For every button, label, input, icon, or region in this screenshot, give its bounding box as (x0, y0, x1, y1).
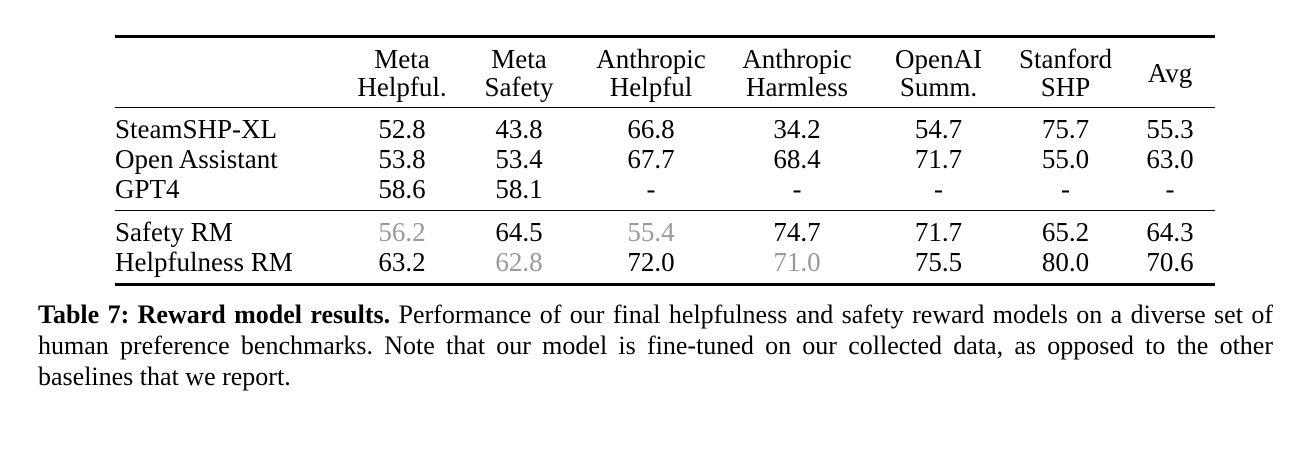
column-header: Anthropic Harmless (723, 37, 871, 108)
caption-text: Performance of our final helpfulness and… (38, 300, 1273, 391)
reward-model-results-table: Meta Helpful. Meta Safety Anthropic Helpful An… (115, 35, 1215, 286)
column-header-line: Meta (491, 44, 547, 74)
caption-label: Table 7: Reward model results. (38, 300, 391, 329)
row-label: GPT4 (115, 174, 180, 204)
table-cell: - (1165, 174, 1175, 204)
table-cell: 71.7 (914, 144, 963, 174)
table-cell: 64.3 (1146, 217, 1194, 247)
column-header-line: Helpful. (357, 72, 447, 102)
table-caption: Table 7: Reward model results. Performan… (38, 299, 1273, 392)
column-header-line: Safety (484, 72, 554, 102)
table-cell: 62.8 (495, 247, 543, 277)
column-header: Stanford SHP (1006, 37, 1125, 108)
table-cell: 64.5 (495, 217, 543, 247)
column-header: Anthropic Helpful (579, 37, 723, 108)
column-header-line: SHP (1040, 72, 1091, 102)
table-cell: 58.1 (495, 174, 543, 204)
column-header-line: Helpful (609, 72, 693, 102)
table-cell: 66.8 (627, 114, 675, 144)
column-header-line: Stanford (1019, 44, 1112, 74)
table-cell: 72.0 (627, 247, 675, 277)
column-header-line: Meta (374, 44, 430, 74)
table-cell: 71.0 (773, 247, 821, 277)
table-cell: 53.4 (495, 144, 543, 174)
table-cell: 43.8 (495, 114, 543, 144)
column-header-line: OpenAI (895, 44, 982, 74)
table-cell: 54.7 (914, 114, 963, 144)
table-cell: 75.7 (1041, 114, 1090, 144)
table-cell: - (792, 174, 802, 204)
table-row: Open Assistant 53.8 53.4 67.7 68.4 71.7 55.0 63… (115, 144, 1215, 174)
column-header: Meta Safety (459, 37, 579, 108)
table-cell: 55.0 (1041, 144, 1090, 174)
column-header: OpenAI Summ. (871, 37, 1006, 108)
column-header-line: Avg (1147, 58, 1193, 88)
column-header-line: Summ. (899, 72, 978, 102)
table-cell: 71.7 (914, 217, 963, 247)
table-row: Helpfulness RM 63.2 62.8 72.0 71.0 75.5 80.0 70… (115, 247, 1215, 285)
table-cell: 75.5 (914, 247, 963, 277)
table-cell: - (646, 174, 656, 204)
column-header-line: Anthropic (742, 44, 852, 74)
column-header: Meta Helpful. (345, 37, 459, 108)
table-cell: 53.8 (378, 144, 426, 174)
table-row: SteamSHP-XL 52.8 43.8 66.8 34.2 54.7 75.7 55.3 (115, 108, 1215, 145)
table-cell: 74.7 (773, 217, 821, 247)
header-row: Meta Helpful. Meta Safety Anthropic Helpful An… (115, 37, 1215, 108)
table-row: GPT4 58.6 58.1 - - - - - (115, 174, 1215, 211)
table-cell: 34.2 (773, 114, 821, 144)
table-cell: 67.7 (627, 144, 675, 174)
table-cell: 55.3 (1146, 114, 1194, 144)
row-label: SteamSHP-XL (115, 114, 277, 144)
table-cell: 70.6 (1146, 247, 1194, 277)
table-cell: 63.2 (378, 247, 426, 277)
table-cell: 80.0 (1041, 247, 1090, 277)
table-group-2: Safety RM 56.2 64.5 55.4 74.7 71.7 65.2 64.3 Hel… (115, 211, 1215, 285)
column-header-line: Harmless (746, 72, 848, 102)
table-cell: 56.2 (378, 217, 426, 247)
row-label: Helpfulness RM (115, 247, 293, 277)
table-cell: 58.6 (378, 174, 426, 204)
table-cell: 68.4 (773, 144, 821, 174)
table-group-1: SteamSHP-XL 52.8 43.8 66.8 34.2 54.7 75.7 55.3 O… (115, 108, 1215, 211)
row-label-header (115, 37, 345, 108)
table-cell: - (1061, 174, 1070, 204)
column-header-line: Anthropic (596, 44, 706, 74)
table-row: Safety RM 56.2 64.5 55.4 74.7 71.7 65.2 64.3 (115, 211, 1215, 248)
row-label: Open Assistant (115, 144, 278, 174)
table-cell: 63.0 (1146, 144, 1194, 174)
table-header: Meta Helpful. Meta Safety Anthropic Helpful An… (115, 37, 1215, 108)
table-cell: - (934, 174, 943, 204)
table-cell: 52.8 (378, 114, 426, 144)
table-cell: 55.4 (627, 217, 675, 247)
table-cell: 65.2 (1041, 217, 1090, 247)
row-label: Safety RM (115, 217, 233, 247)
column-header: Avg (1125, 37, 1215, 108)
